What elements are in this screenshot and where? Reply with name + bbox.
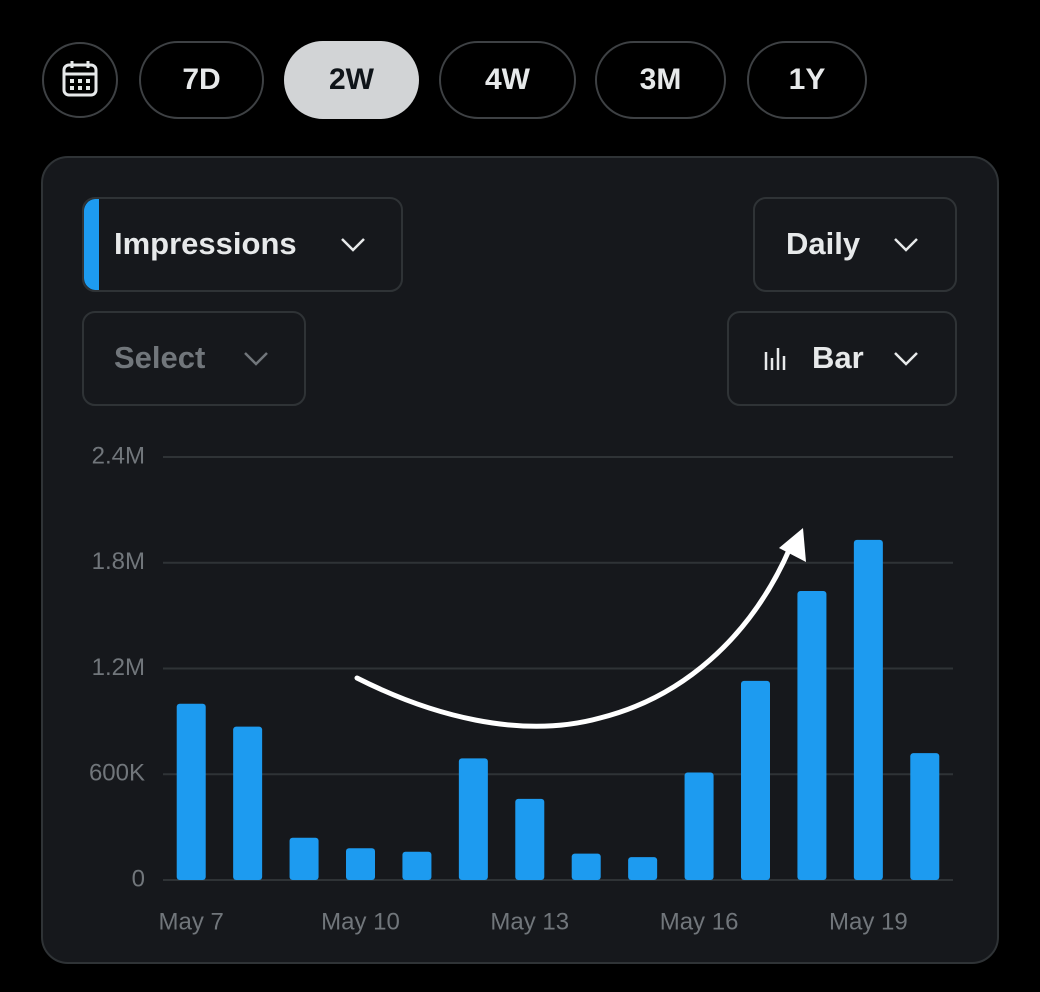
bar: [176, 703, 206, 880]
tab-background: [284, 41, 419, 119]
metric-label: Impressions: [114, 226, 297, 261]
range-tab[interactable]: 4W: [439, 41, 576, 119]
tab-label: 2W: [329, 63, 375, 96]
bar: [458, 758, 488, 880]
range-tabs: 7D 2W 4W 3M 1Y: [139, 41, 867, 119]
bar: [289, 837, 319, 880]
bar: [741, 680, 770, 880]
trend-arrow: [354, 528, 806, 729]
tab-label: 1Y: [789, 63, 826, 96]
calendar-button[interactable]: [42, 42, 118, 118]
compare-dropdown[interactable]: Select: [82, 311, 306, 406]
x-tick-label: May 10: [321, 908, 400, 935]
interval-dropdown[interactable]: Daily: [753, 197, 957, 292]
compare-label: Select: [114, 340, 205, 375]
chart-style-label: Bar: [812, 340, 864, 375]
bar: [346, 848, 375, 880]
x-tick-label: May 13: [490, 908, 569, 935]
tab-background: [747, 41, 867, 119]
chart-style-dropdown[interactable]: Bar: [727, 311, 957, 406]
range-tab[interactable]: 7D: [139, 41, 264, 119]
tab-background: [139, 41, 264, 119]
x-tick-label: May 16: [660, 908, 739, 935]
bar: [628, 857, 658, 880]
tab-label: 7D: [182, 63, 220, 96]
x-tick-label: May 19: [829, 908, 908, 935]
tab-background: [595, 41, 726, 119]
bar: [910, 753, 940, 880]
metric-dropdown[interactable]: Impressions: [82, 197, 403, 292]
bar: [853, 539, 883, 880]
y-tick-label: 0: [132, 865, 145, 892]
range-tab[interactable]: 3M: [595, 41, 726, 119]
bar: [515, 798, 545, 880]
plot: 0 600K 1.2M 1.8M 2.4M May 7 May 10 May 13 May 16…: [89, 442, 953, 935]
bar: [684, 772, 714, 880]
bar: [233, 726, 263, 880]
tab-label: 4W: [485, 63, 531, 96]
x-tick-label: May 7: [159, 908, 224, 935]
tab-label: 3M: [640, 63, 682, 96]
bar: [571, 853, 601, 880]
bar: [402, 851, 432, 880]
tab-background: [439, 41, 576, 119]
range-tab[interactable]: 2W: [284, 41, 419, 119]
bar: [797, 590, 827, 880]
y-tick-label: 1.8M: [92, 548, 145, 575]
y-tick-label: 1.2M: [92, 654, 145, 681]
range-tab[interactable]: 1Y: [747, 41, 867, 119]
y-tick-label: 2.4M: [92, 442, 145, 469]
interval-label: Daily: [786, 226, 861, 261]
y-tick-label: 600K: [89, 760, 145, 787]
